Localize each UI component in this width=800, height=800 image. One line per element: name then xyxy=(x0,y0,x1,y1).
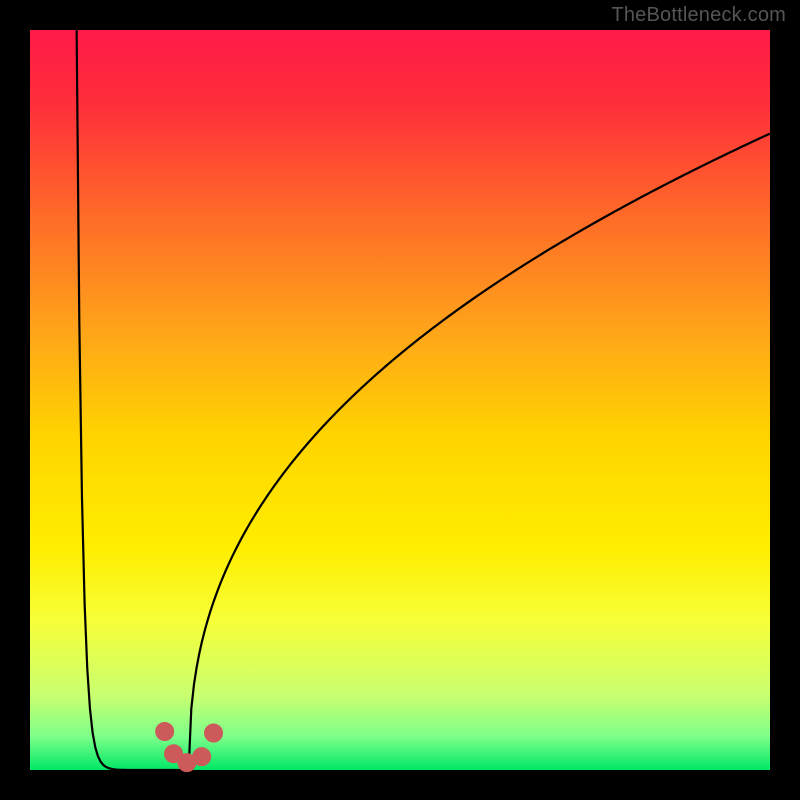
curve-dot xyxy=(193,748,211,766)
curve-dot xyxy=(205,724,223,742)
bottleneck-curve-plot xyxy=(0,0,800,800)
plot-background xyxy=(30,30,770,770)
chart-container: TheBottleneck.com xyxy=(0,0,800,800)
curve-dot xyxy=(156,723,174,741)
